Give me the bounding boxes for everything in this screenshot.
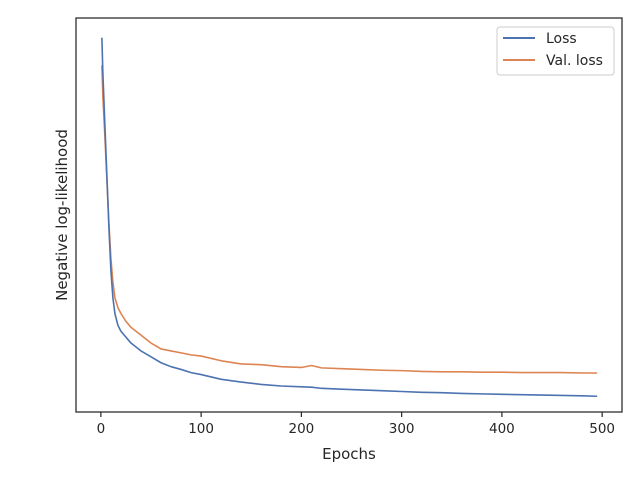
x-axis-label: Epochs (322, 445, 376, 463)
y-axis-label: Negative log-likelihood (53, 129, 71, 301)
plot-lines (101, 37, 598, 398)
x-tick-label: 0 (97, 421, 106, 437)
x-axis-ticks: 0 100 200 300 400 500 (97, 412, 615, 437)
legend-label-val-loss: Val. loss (546, 53, 603, 69)
legend: Loss Val. loss (496, 26, 615, 76)
series-line-loss (101, 37, 598, 398)
plot-frame (75, 17, 623, 413)
legend-label-loss: Loss (546, 31, 577, 47)
x-tick-label: 500 (589, 421, 615, 437)
x-tick-label: 300 (389, 421, 415, 437)
x-tick-label: 100 (188, 421, 214, 437)
x-tick-label: 200 (288, 421, 314, 437)
x-tick-label: 400 (489, 421, 515, 437)
series-line-val-loss (101, 65, 598, 374)
